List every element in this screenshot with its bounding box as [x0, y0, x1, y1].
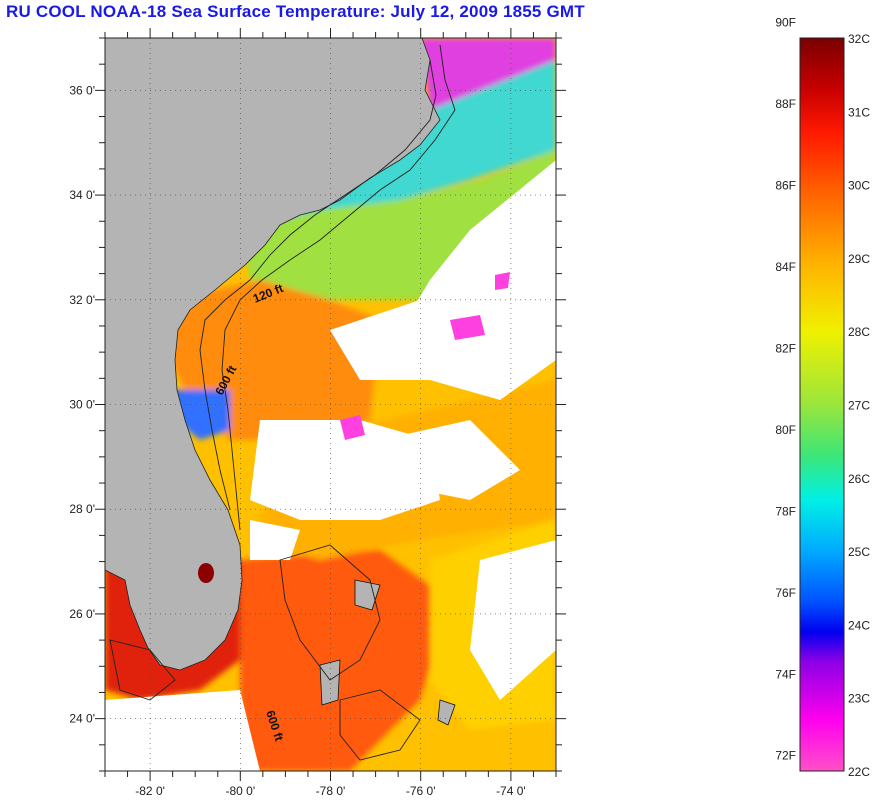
colorbar-fahrenheit-label: 82F	[775, 341, 796, 355]
land-mass	[105, 38, 441, 671]
lat-tick-label: 36 0'	[69, 83, 95, 97]
lon-tick-label: -82 0'	[135, 784, 165, 798]
colorbar-celsius-label: 26C	[848, 472, 870, 486]
colorbar-fahrenheit-label: 76F	[775, 586, 796, 600]
colorbar-fahrenheit-label: 88F	[775, 97, 796, 111]
longitude-labels: -82 0' -80 0' -78 0' -76 0' -74 0'	[135, 784, 525, 798]
colorbar-fahrenheit-label: 90F	[775, 16, 796, 30]
colorbar-celsius-label: 25C	[848, 545, 870, 559]
colorbar-celsius-label: 30C	[848, 179, 870, 193]
colorbar-fahrenheit-label: 72F	[775, 749, 796, 763]
colorbar-celsius-label: 31C	[848, 105, 870, 119]
lat-tick-label: 32 0'	[69, 293, 95, 307]
colorbar-celsius-label: 22C	[848, 765, 870, 779]
colorbar-celsius-label: 28C	[848, 325, 870, 339]
colorbar-celsius-label: 27C	[848, 399, 870, 413]
colorbar: 90F 88F 86F 84F 82F 80F 78F 76F 74F 72F 32C 31C 30C…	[775, 16, 870, 779]
bahamas-islands	[319, 579, 456, 726]
sst-data-layer	[105, 38, 556, 771]
colorbar-celsius-labels: 32C 31C 30C 29C 28C 27C 26C 25C 24C 23C 22C	[848, 32, 870, 779]
colorbar-fahrenheit-label: 84F	[775, 260, 796, 274]
latitude-labels: 24 0' 26 0' 28 0' 30 0' 32 0' 34 0' 36 0'	[69, 83, 95, 725]
colorbar-fahrenheit-label: 78F	[775, 504, 796, 518]
lon-tick-label: -80 0'	[225, 784, 255, 798]
colorbar-celsius-label: 23C	[848, 692, 870, 706]
lat-tick-label: 26 0'	[69, 607, 95, 621]
lon-tick-label: -78 0'	[316, 784, 346, 798]
colorbar-celsius-label: 24C	[848, 618, 870, 632]
colorbar-celsius-label: 32C	[848, 32, 870, 46]
lat-tick-label: 34 0'	[69, 188, 95, 202]
lat-tick-label: 24 0'	[69, 712, 95, 726]
colorbar-fahrenheit-label: 86F	[775, 179, 796, 193]
bathymetry-contours	[109, 44, 456, 761]
colorbar-fahrenheit-labels: 90F 88F 86F 84F 82F 80F 78F 76F 74F 72F	[775, 16, 796, 763]
lat-tick-label: 28 0'	[69, 502, 95, 516]
colorbar-gradient	[799, 37, 845, 772]
colorbar-celsius-label: 29C	[848, 252, 870, 266]
lat-tick-label: 30 0'	[69, 398, 95, 412]
lon-tick-label: -76 0'	[406, 784, 436, 798]
lake-okeechobee	[198, 563, 214, 583]
colorbar-fahrenheit-label: 74F	[775, 667, 796, 681]
lon-tick-label: -74 0'	[496, 784, 526, 798]
frame-ticks	[95, 28, 566, 781]
graticule	[105, 38, 556, 771]
colorbar-fahrenheit-label: 80F	[775, 423, 796, 437]
map-title: RU COOL NOAA-18 Sea Surface Temperature:…	[6, 2, 585, 21]
